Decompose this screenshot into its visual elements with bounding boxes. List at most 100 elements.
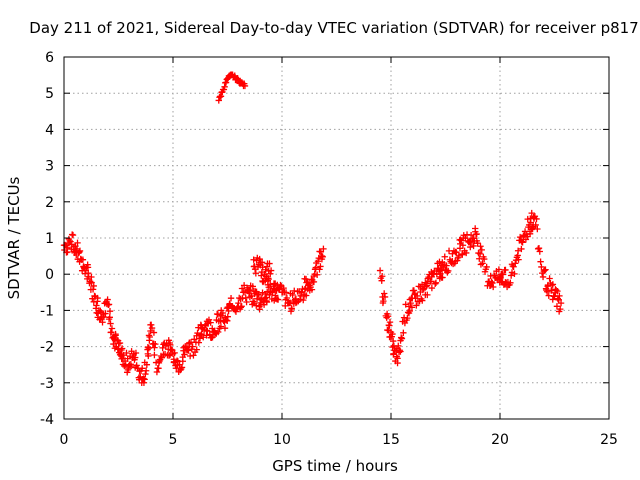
data-point [534,225,541,233]
data-point [107,320,114,327]
data-point [151,344,158,351]
data-point [410,287,418,294]
data-point [115,346,122,353]
data-point [543,288,551,295]
data-point [552,286,560,294]
data-point [317,263,324,270]
data-point [168,346,175,353]
data-point [105,301,113,308]
data-point [396,347,403,354]
data-point [104,296,111,303]
data-point [289,291,296,299]
data-point [250,256,257,263]
data-point [320,245,327,253]
data-point [207,319,214,326]
data-point [243,298,250,306]
data-point [538,263,545,271]
data-point [277,281,284,289]
data-point [489,279,496,287]
data-point [108,325,116,332]
data-point [539,273,547,281]
data-point [153,368,161,376]
data-point [395,342,402,350]
data-point [300,296,307,304]
data-point [535,244,543,252]
data-point [66,237,73,245]
data-point [545,292,552,299]
data-point [266,260,273,267]
data-point [178,364,186,371]
data-point [148,324,156,332]
data-point [274,296,282,303]
data-point [200,334,207,341]
data-point [478,246,485,254]
data-point [553,303,561,310]
data-point [310,278,318,286]
data-point [518,238,525,245]
data-point [123,349,130,357]
x-tick-label: 20 [491,432,509,448]
data-point [397,348,404,355]
data-point [256,306,263,313]
data-point [127,362,135,370]
data-point [437,270,444,277]
data-point [189,343,196,350]
data-point [97,307,104,315]
data-points [60,71,565,387]
data-point [67,238,74,245]
data-point [302,292,310,299]
data-point [408,304,416,311]
data-point [232,308,240,315]
data-point [459,250,466,258]
data-point [557,299,565,307]
data-point [148,321,155,329]
data-point [218,312,226,320]
y-tick-label: -1 [40,303,54,319]
data-point [132,349,140,357]
data-point [404,314,411,322]
y-tick-label: 4 [45,122,54,138]
data-point [249,283,256,290]
x-tick-label: 10 [273,432,291,448]
y-axis-label: SDTVAR / TECUs [5,176,23,299]
data-point [158,354,166,361]
data-point [221,83,228,91]
data-point [190,352,197,359]
data-point [217,93,225,100]
data-point [140,379,148,386]
data-point [219,309,227,317]
data-point [159,344,166,352]
x-tick-label: 15 [382,432,400,448]
data-point [549,296,556,303]
data-point [556,292,563,300]
data-point [152,340,159,348]
data-point [90,282,97,290]
data-point [380,290,388,297]
data-point [459,242,467,249]
data-point [474,239,481,247]
data-point [389,337,397,345]
data-point [267,267,275,274]
data-point [502,266,509,274]
data-point [217,323,225,330]
data-point [86,278,94,285]
data-point [241,82,249,90]
data-point [282,289,290,296]
data-point [536,248,543,255]
data-point [150,329,158,336]
y-tick-label: 5 [45,86,54,102]
data-point [131,354,139,361]
data-point [76,247,84,255]
data-point [84,264,92,271]
data-point [79,256,87,263]
data-point [255,290,262,298]
data-point [235,299,242,307]
data-point [116,339,124,347]
data-point [483,263,490,271]
data-point [528,209,535,217]
data-point [171,349,178,357]
data-point [316,266,323,273]
data-point [312,264,320,271]
data-point [441,253,448,260]
